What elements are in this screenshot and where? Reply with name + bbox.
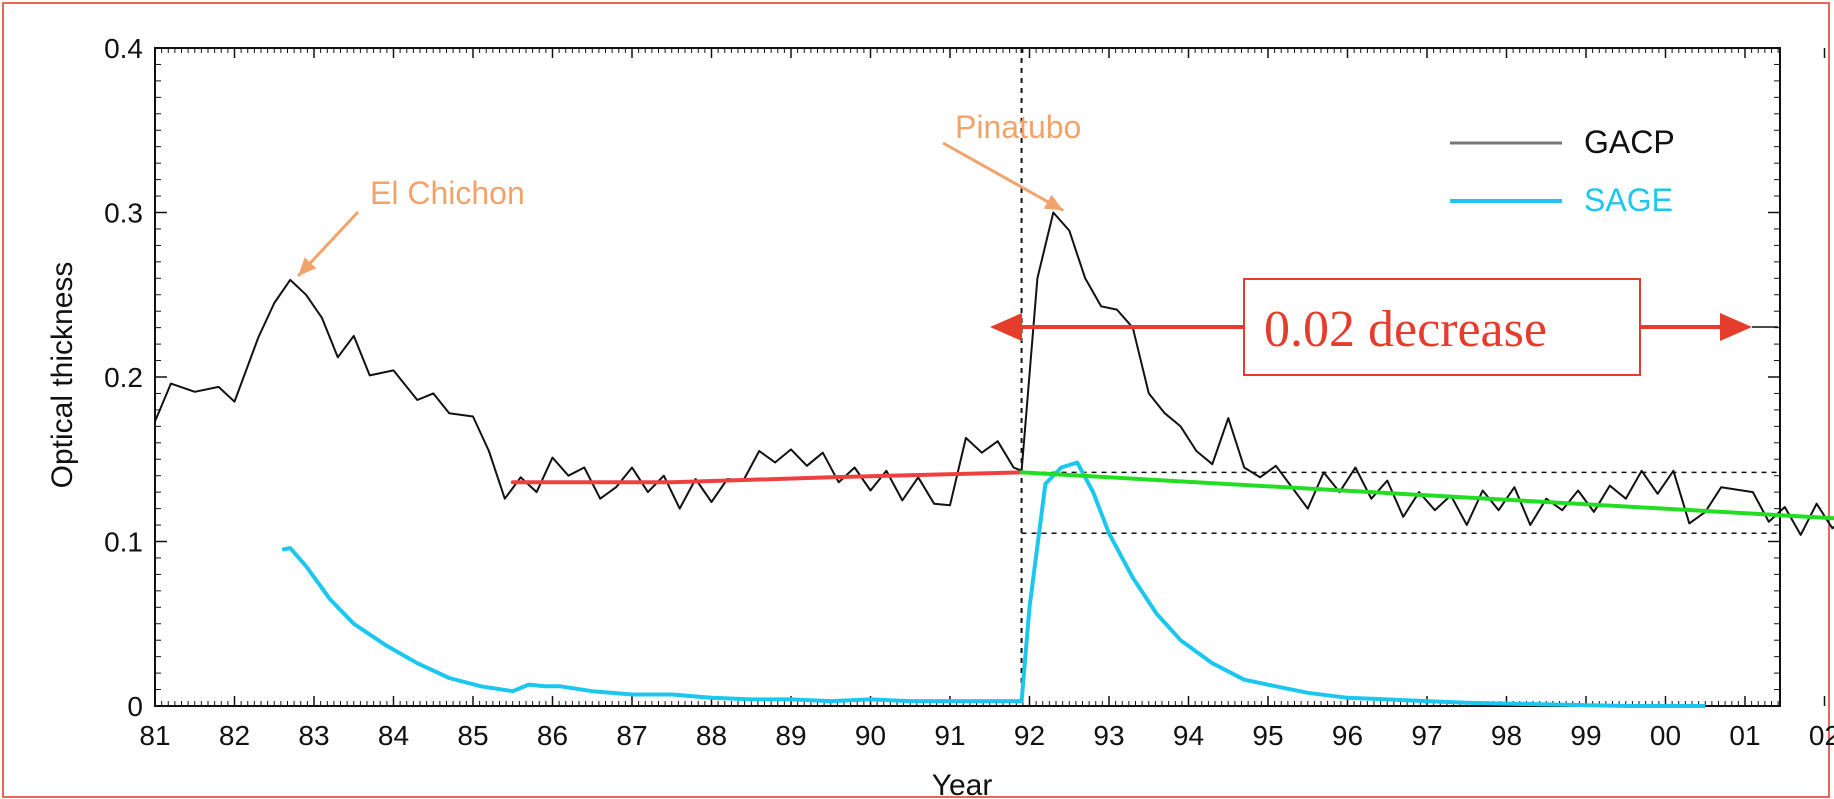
decrease-arrow-left-head <box>990 313 1022 341</box>
x-tick-label: 00 <box>1650 720 1681 751</box>
y-tick-label: 0.4 <box>104 33 143 64</box>
x-tick-label: 97 <box>1411 720 1442 751</box>
x-tick-label: 92 <box>1014 720 1045 751</box>
reference-lines <box>1020 48 1780 706</box>
series-line-sage <box>281 460 1706 708</box>
trend-line-green <box>1019 470 1834 521</box>
x-tick-label: 94 <box>1173 720 1204 751</box>
x-tick-label: 98 <box>1491 720 1522 751</box>
y-tick-label: 0.2 <box>104 362 143 393</box>
x-tick-label: 91 <box>934 720 965 751</box>
annotation-el-chichon: El Chichon <box>370 175 525 211</box>
x-tick-label: 90 <box>855 720 886 751</box>
x-tick-label: 81 <box>139 720 170 751</box>
x-axis-title: Year <box>932 769 993 799</box>
x-tick-label: 99 <box>1570 720 1601 751</box>
legend-label-gacp: GACP <box>1584 124 1675 160</box>
series-line-gacp <box>154 211 1834 536</box>
annotation-pinatubo: Pinatubo <box>955 109 1081 145</box>
trend-line-red <box>510 470 1024 485</box>
y-tick-label: 0.3 <box>104 198 143 229</box>
y-axis-title: Optical thickness <box>46 262 79 489</box>
chart-legend: GACP SAGE <box>1450 124 1675 218</box>
x-tick-label: 89 <box>775 720 806 751</box>
x-tick-label: 88 <box>696 720 727 751</box>
x-tick-label: 83 <box>298 720 329 751</box>
x-tick-label: 86 <box>537 720 568 751</box>
y-tick-label: 0 <box>127 691 143 722</box>
legend-label-sage: SAGE <box>1584 182 1673 218</box>
arrow-pinatubo-head <box>1043 194 1064 211</box>
x-tick-label: 96 <box>1332 720 1363 751</box>
x-tick-label: 93 <box>1093 720 1124 751</box>
arrow-el-chichon-head <box>298 257 317 276</box>
x-tick-label: 87 <box>616 720 647 751</box>
y-tick-label: 0.1 <box>104 527 143 558</box>
annotation-layer: El Chichon Pinatubo 0.02 decrease <box>297 109 1778 376</box>
x-tick-label: 84 <box>378 720 409 751</box>
annotation-decrease: 0.02 decrease <box>1264 301 1547 358</box>
decrease-box <box>1243 278 1641 376</box>
x-tick-label: 01 <box>1729 720 1760 751</box>
x-tick-label: 85 <box>457 720 488 751</box>
arrow-pinatubo <box>942 141 1065 212</box>
decrease-arrow-right-head <box>1720 313 1752 341</box>
x-tick-label: 82 <box>219 720 250 751</box>
x-tick-label: 02 <box>1809 720 1834 751</box>
series-layer <box>154 211 1834 708</box>
x-tick-label: 95 <box>1252 720 1283 751</box>
